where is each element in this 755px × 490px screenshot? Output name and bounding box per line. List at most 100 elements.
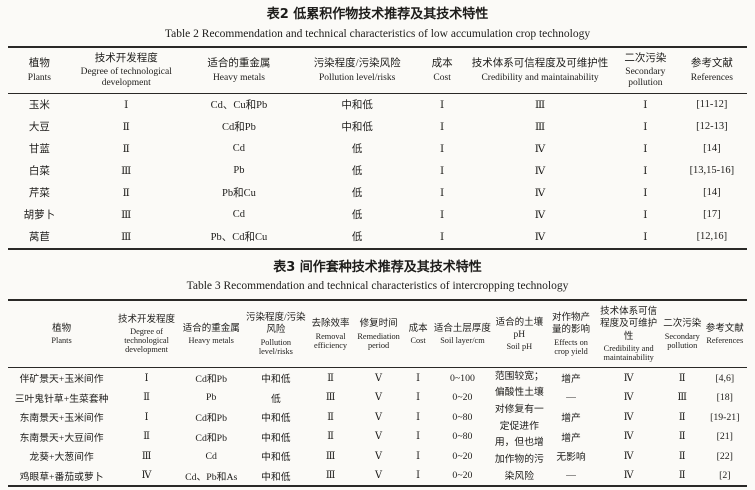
table-cell: Cd xyxy=(232,209,246,221)
t3-col-references: 参考文献 References xyxy=(703,300,747,368)
table-cell: 0~20 xyxy=(452,450,473,462)
table-cell: 低 xyxy=(351,210,363,222)
table-cell: Cd xyxy=(205,450,217,462)
table-row: 三叶鬼针草+生菜套种 Ⅱ Pb 低 Ⅲ Ⅴ Ⅰ 0~20 — Ⅳ Ⅲ [18] xyxy=(8,388,747,408)
column-label-zh: 修复时间 xyxy=(359,319,398,330)
table-cell: 中和低 xyxy=(341,122,373,134)
table-cell: 增产 xyxy=(561,432,581,444)
table-cell: Ⅰ xyxy=(643,121,648,133)
table-cell: 中和低 xyxy=(341,100,373,112)
column-label-en: Soil layer/cm xyxy=(440,336,485,346)
column-label-en: References xyxy=(706,336,744,346)
t3-col-soil-ph: 适合的土壤pH Soil pH xyxy=(492,300,547,368)
tables-gap xyxy=(8,250,747,259)
column-label-zh: 植物 xyxy=(28,58,50,70)
table-cell: 低 xyxy=(270,393,281,405)
table-cell: [2] xyxy=(719,470,731,482)
table-cell: [12,16] xyxy=(696,231,728,243)
column-label-zh: 二次污染 xyxy=(624,52,667,64)
table-cell: Ⅴ xyxy=(375,450,383,462)
table-cell: 龙葵+大葱间作 xyxy=(29,452,94,464)
table-cell: Ⅲ xyxy=(325,470,336,482)
column-label-en: References xyxy=(690,72,733,83)
column-label-zh: 技术开发程度 xyxy=(118,314,176,325)
table-cell: Ⅲ xyxy=(121,231,132,243)
table-cell: Ⅰ xyxy=(643,231,648,243)
table-cell: 0~100 xyxy=(449,372,475,384)
column-label-en: Pollution level/risks xyxy=(258,337,293,356)
table-cell: Ⅱ xyxy=(122,187,130,199)
table-cell: 东南景天+大豆间作 xyxy=(19,432,104,444)
soil-ph-note-cell: 范围较宽；偏酸性土壤对修复有一定促进作用，但也增加作物的污染风险 xyxy=(494,370,544,482)
column-label-zh: 参考文献 xyxy=(705,323,744,334)
table-cell: [14] xyxy=(703,187,721,199)
table-cell: Ⅱ xyxy=(327,431,334,443)
table-row: 白菜 Ⅲ Pb 低 Ⅰ Ⅳ Ⅰ [13,15-16] xyxy=(8,160,747,182)
table-cell: Ⅰ xyxy=(416,470,421,482)
table-cell: Ⅱ xyxy=(678,450,686,462)
table-row: 鸡眼草+番茄或萝卜 Ⅳ Cd、Pb和As 中和低 Ⅲ Ⅴ Ⅰ 0~20 — Ⅳ Ⅱ [2] xyxy=(8,466,747,487)
table-cell: Ⅰ xyxy=(416,431,421,443)
column-label-en: Secondary pollution xyxy=(664,331,700,350)
table-cell: 0~20 xyxy=(452,470,473,482)
table-cell: Ⅲ xyxy=(121,209,132,221)
table-cell: Ⅴ xyxy=(375,470,383,482)
t3-col-credibility: 技术体系可信程度及可维护性 Credibility and maintainabi… xyxy=(595,300,662,368)
table-cell: Ⅳ xyxy=(623,431,634,443)
table-cell: [19-21] xyxy=(710,411,740,423)
table-cell: Ⅰ xyxy=(440,121,445,133)
column-label-en: Heavy metals xyxy=(212,72,265,83)
table-cell: [17] xyxy=(703,209,721,221)
table-cell: 东南景天+玉米间作 xyxy=(19,413,104,425)
t2-col-degree: 技术开发程度 Degree of technological developmen… xyxy=(71,47,182,94)
t3-col-degree: 技术开发程度 Degree of technological developmen… xyxy=(115,300,178,368)
table-cell: Ⅰ xyxy=(440,187,445,199)
table-cell: Ⅰ xyxy=(643,165,648,177)
table-cell: Ⅳ xyxy=(534,209,546,221)
table-cell: Cd和Pb xyxy=(222,122,256,134)
table-cell: 胡萝卜 xyxy=(23,210,56,222)
table-cell: Ⅳ xyxy=(534,231,546,243)
table-cell: Ⅳ xyxy=(534,165,546,177)
table-cell: Ⅱ xyxy=(327,411,334,423)
table-cell: Cd和Pb xyxy=(195,374,227,386)
table-cell: Pb xyxy=(233,165,245,177)
t3-col-soil-layer: 适合土层厚度 Soil layer/cm xyxy=(433,300,492,368)
table-cell: 芹菜 xyxy=(28,188,50,200)
t3-col-period: 修复时间 Remediation period xyxy=(354,300,404,368)
table-cell: Cd、Pb和As xyxy=(185,471,238,483)
t3-col-metals: 适合的重金属 Heavy metals xyxy=(178,300,245,368)
column-label-en: Credibility and maintainability xyxy=(603,343,654,363)
t2-col-credibility: 技术体系可信程度及可维护性 Credibility and maintainabi… xyxy=(466,47,614,94)
table-cell: [14] xyxy=(703,143,721,155)
table-cell: 伴矿景天+玉米间作 xyxy=(19,374,104,386)
t2-col-pollution: 污染程度/污染风险 Pollution level/risks xyxy=(296,47,418,94)
table-cell: Ⅰ xyxy=(643,209,648,221)
table-cell: 中和低 xyxy=(261,471,291,483)
table-cell: Ⅰ xyxy=(440,165,445,177)
column-label-en: Remediation period xyxy=(357,331,400,350)
table-cell: Ⅳ xyxy=(623,450,634,462)
column-label-zh: 植物 xyxy=(52,323,72,334)
table-cell: Ⅰ xyxy=(144,372,149,384)
table-cell: Cd、Cu和Pb xyxy=(210,100,268,112)
table-cell: Ⅰ xyxy=(416,411,421,423)
table-cell: 大豆 xyxy=(28,122,50,134)
table-cell: — xyxy=(566,470,576,482)
table-cell: Ⅳ xyxy=(141,470,152,482)
table-cell: 增产 xyxy=(561,374,581,386)
table-cell: Cd和Pb xyxy=(195,432,227,444)
t3-col-pollution: 污染程度/污染风险 Pollution level/risks xyxy=(244,300,307,368)
table-cell: 低 xyxy=(351,188,363,200)
column-label-zh: 二次污染 xyxy=(663,319,702,330)
table-cell: [18] xyxy=(716,392,733,404)
table-cell: Pb xyxy=(206,392,217,404)
column-label-en: Plants xyxy=(51,336,72,346)
column-label-en: Plants xyxy=(27,72,52,83)
column-label-zh: 污染程度/污染风险 xyxy=(246,313,306,336)
table-cell: Ⅰ xyxy=(440,209,445,221)
table-cell: 0~80 xyxy=(452,431,473,443)
table-cell: [4,6] xyxy=(715,372,735,384)
table-cell: Ⅰ xyxy=(643,143,648,155)
table-cell: Cd和Pb xyxy=(195,413,227,425)
